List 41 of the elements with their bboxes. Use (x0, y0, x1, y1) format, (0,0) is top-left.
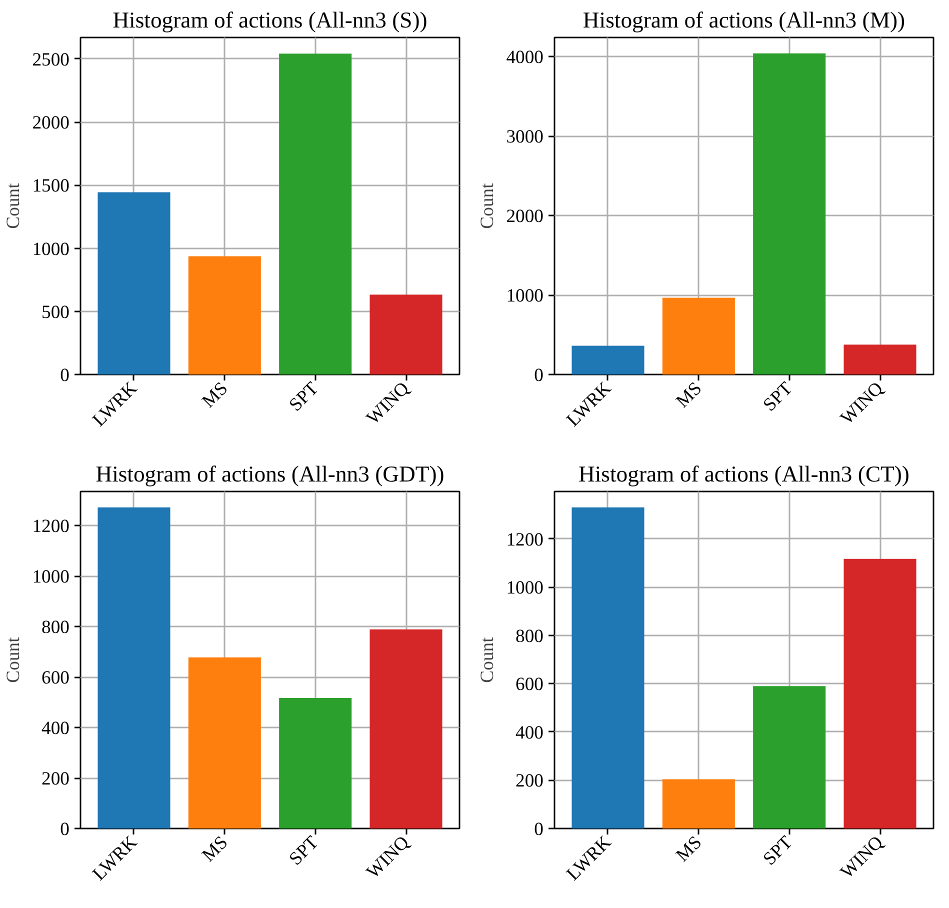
y-tick-label: 0 (60, 365, 70, 386)
y-axis-title: Count (477, 182, 498, 229)
x-tick-label: MS (672, 832, 706, 866)
x-tick-label: SPT (285, 832, 324, 870)
x-tick-label: MS (198, 832, 232, 866)
y-tick-label: 400 (42, 718, 70, 740)
x-tick-label: SPT (285, 378, 324, 416)
y-axis-title: Count (3, 182, 24, 229)
y-tick-label: 600 (516, 674, 544, 696)
y-tick-label: 1500 (32, 176, 70, 197)
y-tick-label: 200 (42, 768, 70, 790)
y-tick-label: 1000 (32, 566, 70, 588)
y-tick-label: 3000 (506, 126, 544, 148)
x-tick-label: MS (672, 378, 706, 412)
y-tick-label: 4000 (506, 47, 544, 68)
y-tick-label: 1200 (506, 529, 544, 550)
y-tick-label: 800 (42, 617, 70, 638)
y-tick-label: 0 (60, 819, 70, 840)
y-tick-label: 0 (534, 365, 544, 386)
y-tick-label: 1000 (32, 238, 70, 260)
y-tick-label: 1000 (506, 286, 544, 307)
chart-title: Histogram of actions (All-nn3 (GDT)) (96, 462, 444, 486)
y-tick-label: 2000 (506, 206, 544, 228)
y-axis-title: Count (477, 636, 498, 683)
y-tick-label: 500 (42, 302, 70, 323)
y-tick-label: 0 (534, 819, 544, 840)
x-tick-label: SPT (759, 378, 798, 416)
y-tick-label: 2500 (32, 49, 70, 70)
x-tick-label: SPT (759, 832, 798, 870)
y-tick-label: 1000 (506, 578, 544, 599)
x-tick-label: MS (198, 378, 232, 412)
chart-title: Histogram of actions (All-nn3 (S)) (112, 8, 428, 32)
y-tick-label: 1200 (32, 516, 70, 538)
chart-title: Histogram of actions (All-nn3 (M)) (582, 8, 906, 32)
y-axis-title: Count (3, 636, 24, 683)
chart-title: Histogram of actions (All-nn3 (CT)) (578, 462, 910, 486)
y-tick-label: 400 (516, 722, 544, 744)
y-tick-label: 2000 (32, 112, 70, 134)
y-tick-label: 200 (516, 770, 544, 792)
y-tick-label: 600 (42, 668, 70, 689)
y-tick-label: 800 (516, 626, 544, 647)
